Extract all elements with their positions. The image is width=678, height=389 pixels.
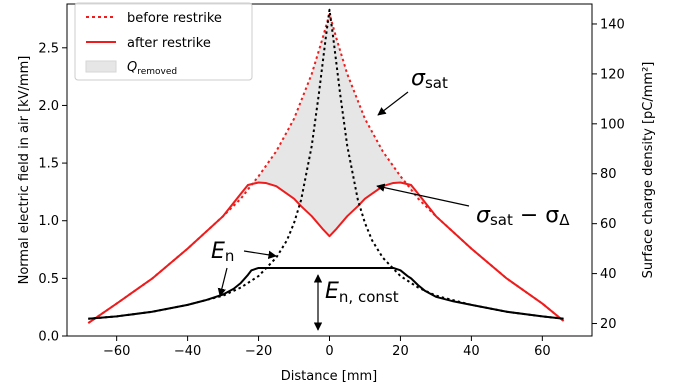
annotation-sigma-sat-minus-delta: σsat − σΔ	[376, 183, 570, 229]
x-axis: −60 −40 −20 0 20 40 60	[103, 336, 551, 359]
legend: before restrike after restrike Qremoved	[74, 2, 253, 81]
y-tick-label-left: 0.5	[38, 272, 59, 287]
annotation-sigma-sat-minus-delta-suffix: − σ	[513, 203, 559, 228]
y-axis-right: 20 40 60 80 100 120 140	[592, 17, 625, 332]
y-axis-label-right: Surface charge density [pC/mm²]	[641, 62, 656, 279]
x-axis-label: Distance [mm]	[281, 369, 377, 384]
x-tick-label: −60	[103, 344, 130, 359]
legend-box	[74, 2, 253, 81]
annotation-en-const: En, const	[313, 274, 399, 331]
y-tick-label-left: 1.5	[38, 157, 59, 172]
series-layer	[87, 8, 565, 324]
x-tick-label: −20	[245, 344, 272, 359]
y-tick-label-left: 2.0	[38, 99, 59, 114]
annotation-en-const-text: En, const	[325, 279, 399, 306]
legend-label-before: before restrike	[127, 11, 222, 26]
annotation-sigma-sat-arrow	[377, 91, 409, 116]
annotation-en-const-main: E	[325, 279, 339, 304]
x-tick-label: 40	[463, 344, 480, 359]
annotation-en-main: E	[211, 239, 225, 264]
annotation-sigma-sat-sub: sat	[425, 74, 448, 92]
legend-label-removed-sub: removed	[137, 67, 177, 77]
area-q-removed	[88, 13, 564, 324]
y-tick-label-right: 120	[600, 67, 625, 82]
y-tick-label-right: 100	[600, 117, 625, 132]
annotation-en-const-sub: n, const	[339, 288, 399, 306]
x-tick-label: 20	[392, 344, 409, 359]
y-tick-label-right: 40	[600, 267, 617, 282]
series-after-restrike	[87, 181, 565, 324]
annotation-sigma-sat-text: σsat	[411, 66, 448, 92]
y-tick-label-left: 1.0	[38, 214, 59, 229]
annotation-sigma-sat-minus-delta-arrow	[376, 183, 470, 207]
y-axis-label-left: Normal electric field in air [kV/mm]	[17, 56, 32, 285]
legend-patch-removed	[85, 60, 117, 73]
y-tick-label-right: 140	[600, 17, 625, 32]
y-tick-label-right: 80	[600, 167, 617, 182]
y-tick-label-right: 60	[600, 217, 617, 232]
annotation-sigma-sat-minus-delta-suffix-sub: Δ	[559, 211, 570, 229]
x-tick-label: 0	[325, 344, 333, 359]
series-en-after	[88, 266, 564, 320]
legend-label-removed: Qremoved	[127, 60, 177, 77]
annotation-sigma-sat: σsat	[377, 66, 448, 116]
annotation-en-arrow-right	[243, 250, 277, 259]
annotation-en: En	[211, 239, 277, 297]
y-tick-label-right: 20	[600, 317, 617, 332]
y-axis-left: 0.0 0.5 1.0 1.5 2.0 2.5	[38, 41, 67, 345]
annotation-en-text: En	[211, 239, 234, 265]
legend-label-after: after restrike	[127, 36, 211, 51]
annotation-sigma-sat-main: σ	[411, 66, 426, 91]
annotation-sigma-sat-minus-delta-main: σ	[476, 203, 491, 228]
annotation-en-arrow-down	[217, 267, 228, 297]
annotation-en-sub: n	[225, 247, 235, 265]
annotation-sigma-sat-minus-delta-sub: sat	[490, 211, 513, 229]
fill-layer	[88, 13, 564, 324]
annotation-sigma-sat-minus-delta-text: σsat − σΔ	[476, 203, 570, 229]
y-tick-label-left: 2.5	[38, 41, 59, 56]
y-tick-label-left: 0.0	[38, 330, 59, 345]
x-tick-label: 60	[534, 344, 551, 359]
x-tick-label: −40	[174, 344, 201, 359]
series-en-before	[88, 8, 564, 320]
legend-label-removed-main: Q	[127, 60, 137, 75]
